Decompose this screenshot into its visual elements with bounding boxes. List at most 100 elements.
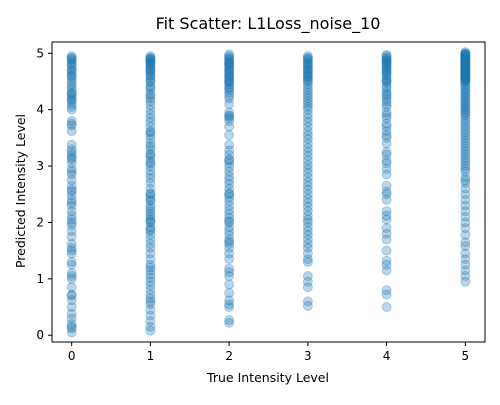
scatter-point: [145, 242, 156, 253]
scatter-point: [66, 70, 77, 81]
scatter-point: [66, 139, 77, 150]
scatter-point: [381, 223, 392, 234]
scatter-point: [224, 271, 235, 282]
scatter-point: [224, 200, 235, 211]
scatter-point: [224, 166, 235, 177]
scatter-point: [66, 217, 77, 228]
scatter-point: [381, 265, 392, 276]
scatter-point: [460, 106, 471, 117]
scatter-point: [224, 279, 235, 290]
scatter-point: [145, 51, 156, 62]
scatter-point: [302, 66, 313, 77]
scatter-point: [66, 73, 77, 84]
scatter-point: [381, 149, 392, 160]
scatter-point: [145, 285, 156, 296]
scatter-point: [224, 90, 235, 101]
scatter-point: [224, 158, 235, 169]
scatter-point: [460, 155, 471, 166]
scatter-point: [460, 229, 471, 240]
scatter-point: [145, 238, 156, 249]
scatter-point: [381, 88, 392, 99]
scatter-point: [224, 62, 235, 73]
y-tick-label: 5: [36, 46, 44, 60]
scatter-point: [302, 146, 313, 157]
scatter-point: [381, 52, 392, 63]
scatter-point: [145, 82, 156, 93]
scatter-point: [381, 56, 392, 67]
scatter-point: [302, 184, 313, 195]
scatter-point: [460, 49, 471, 60]
scatter-point: [460, 54, 471, 65]
scatter-point: [145, 304, 156, 315]
scatter-point: [224, 110, 235, 121]
scatter-point: [66, 184, 77, 195]
scatter-point: [302, 65, 313, 76]
scatter-point: [224, 59, 235, 70]
scatter-point: [145, 70, 156, 81]
scatter-point: [145, 55, 156, 66]
scatter-point: [302, 180, 313, 191]
scatter-point: [145, 224, 156, 235]
scatter-point: [460, 50, 471, 61]
scatter-point: [460, 52, 471, 63]
scatter-point: [381, 69, 392, 80]
scatter-point: [460, 175, 471, 186]
y-axis-label: Predicted Intensity Level: [13, 114, 28, 268]
scatter-point: [66, 206, 77, 217]
scatter-point: [302, 109, 313, 120]
scatter-point: [145, 248, 156, 259]
scatter-point: [145, 96, 156, 107]
scatter-point: [460, 56, 471, 67]
scatter-point: [66, 94, 77, 105]
scatter-point: [302, 214, 313, 225]
scatter-point: [381, 118, 392, 129]
scatter-point: [145, 88, 156, 99]
scatter-point: [381, 121, 392, 132]
scatter-point: [145, 265, 156, 276]
scatter-point: [145, 254, 156, 265]
scatter-point: [302, 55, 313, 66]
scatter-point: [460, 276, 471, 287]
scatter-point: [381, 289, 392, 300]
scatter-point: [66, 62, 77, 73]
x-tick-label: 4: [383, 349, 391, 363]
scatter-point: [460, 237, 471, 248]
scatter-point: [66, 65, 77, 76]
scatter-point: [145, 152, 156, 163]
scatter-point: [145, 325, 156, 336]
scatter-point: [381, 189, 392, 200]
scatter-point: [460, 146, 471, 157]
scatter-point: [66, 308, 77, 319]
scatter-point: [302, 300, 313, 311]
scatter-point: [381, 62, 392, 73]
x-axis-ticks: 0 1 2 3 4 5: [68, 342, 469, 363]
scatter-point: [460, 55, 471, 66]
scatter-point: [66, 245, 77, 256]
scatter-point: [302, 225, 313, 236]
scatter-point: [224, 56, 235, 67]
scatter-point: [460, 73, 471, 84]
scatter-point: [381, 86, 392, 97]
scatter-point: [381, 180, 392, 191]
scatter-point: [302, 242, 313, 253]
scatter-point: [224, 171, 235, 182]
scatter-point: [145, 80, 156, 91]
scatter-point: [302, 58, 313, 69]
scatter-point: [145, 65, 156, 76]
scatter-point: [302, 117, 313, 128]
scatter-point: [302, 172, 313, 183]
scatter-point: [145, 316, 156, 327]
scatter-point: [460, 99, 471, 110]
scatter-point: [224, 79, 235, 90]
scatter-point: [66, 242, 77, 253]
scatter-point: [381, 76, 392, 87]
y-axis-ticks: 0 1 2 3 4 5: [36, 46, 52, 342]
scatter-point: [224, 299, 235, 310]
scatter-point: [145, 60, 156, 71]
scatter-point: [224, 254, 235, 265]
scatter-point: [460, 69, 471, 80]
y-tick-label: 4: [36, 103, 44, 117]
scatter-point: [302, 256, 313, 267]
scatter-point: [381, 101, 392, 112]
